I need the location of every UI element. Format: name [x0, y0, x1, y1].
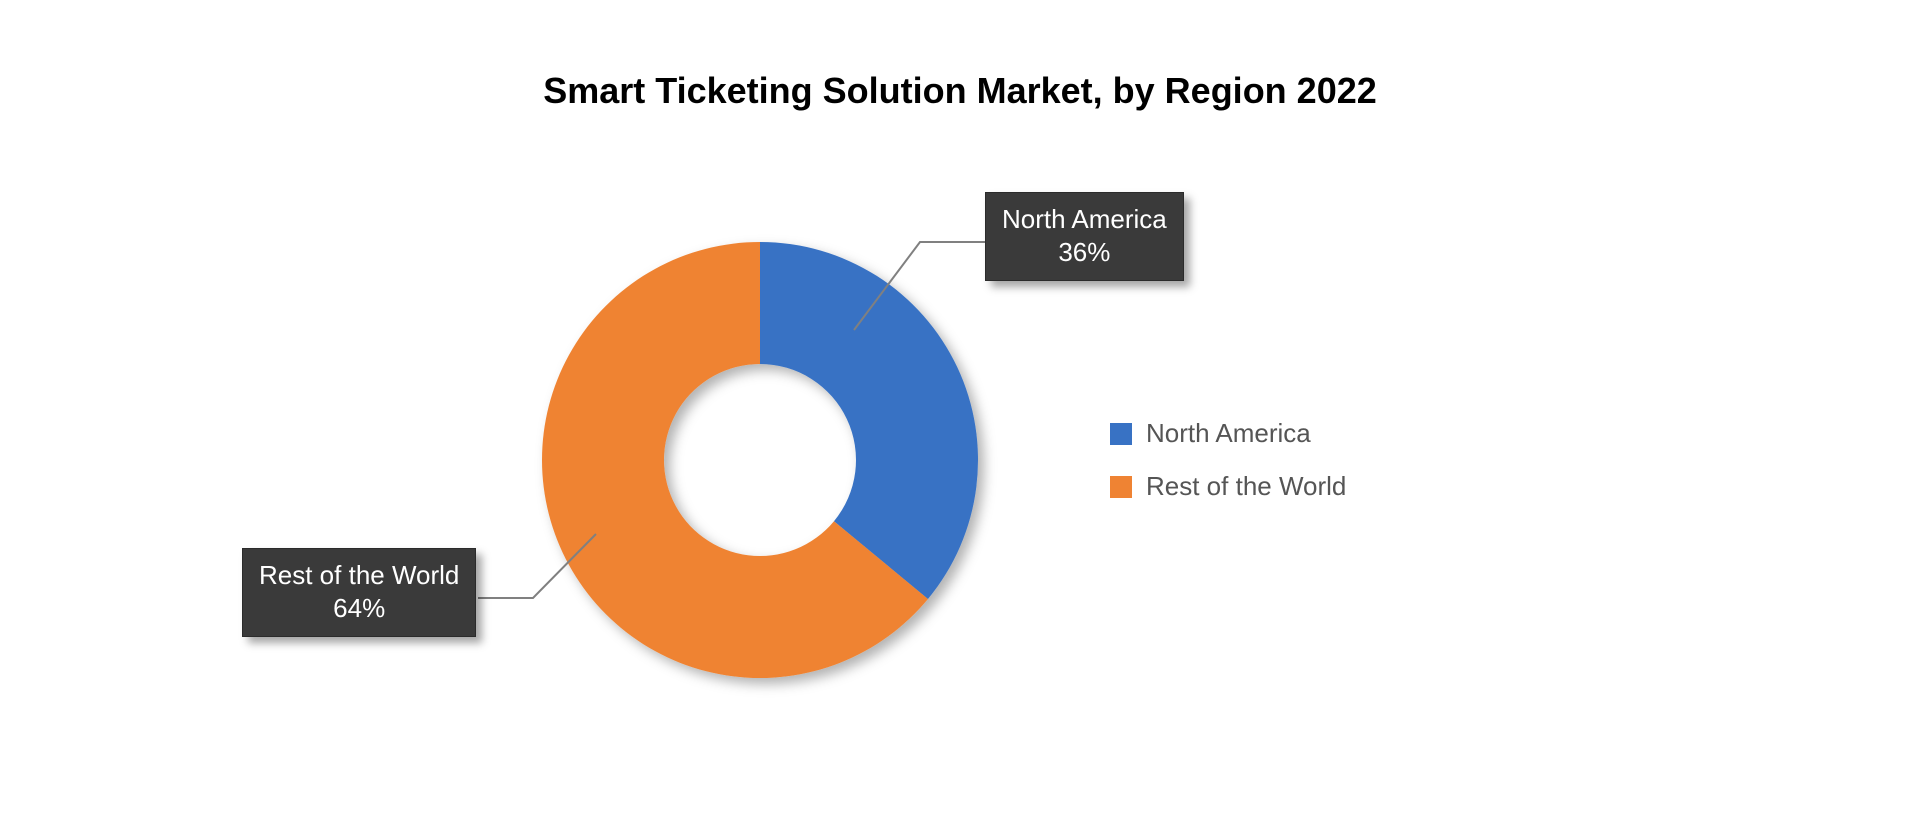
legend-swatch-row: [1110, 476, 1132, 498]
callout-row: Rest of the World 64%: [242, 548, 476, 637]
legend-swatch-na: [1110, 423, 1132, 445]
legend-label-na: North America: [1146, 418, 1311, 449]
callout-row-label: Rest of the World: [259, 559, 459, 592]
legend-label-row: Rest of the World: [1146, 471, 1346, 502]
legend: North America Rest of the World: [1110, 418, 1346, 524]
callout-na: North America 36%: [985, 192, 1184, 281]
callout-row-percent: 64%: [259, 592, 459, 625]
callout-leader-row: [0, 0, 1920, 818]
callout-na-label: North America: [1002, 203, 1167, 236]
legend-item-na: North America: [1110, 418, 1346, 449]
legend-item-row: Rest of the World: [1110, 471, 1346, 502]
callout-na-percent: 36%: [1002, 236, 1167, 269]
